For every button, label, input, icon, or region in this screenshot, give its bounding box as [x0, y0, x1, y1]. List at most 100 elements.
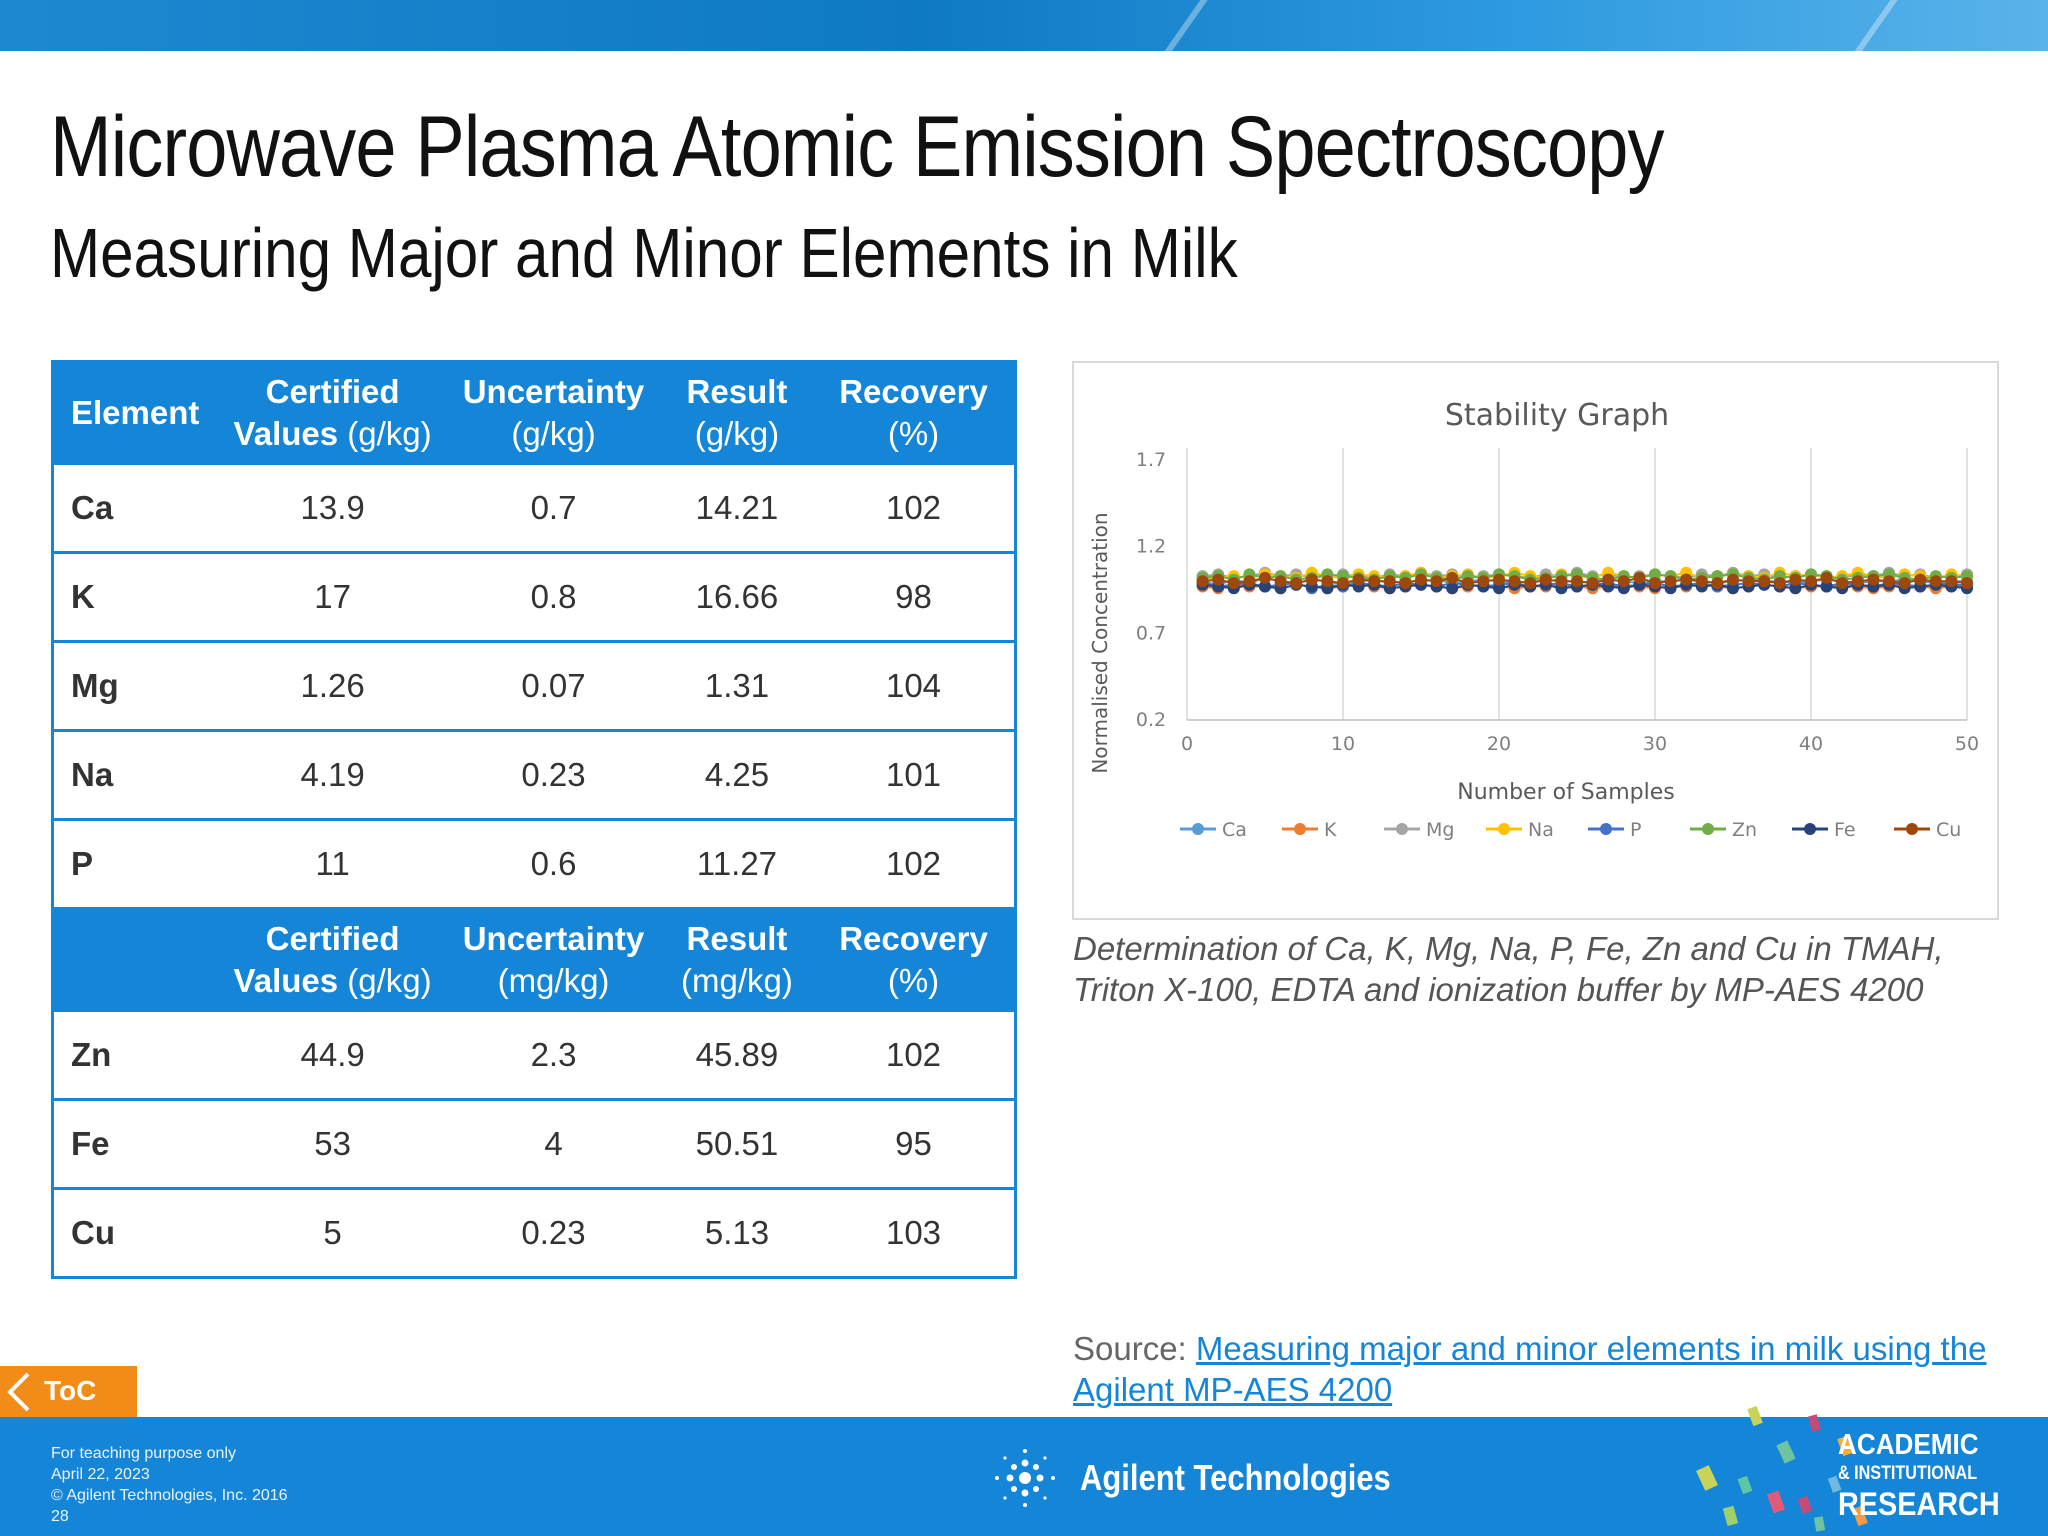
cell-certified: 5 — [219, 1187, 447, 1278]
cell-element: Zn — [52, 1009, 220, 1100]
results-table: Element Certified Values (g/kg) Uncertain… — [51, 360, 1017, 1279]
legend-label: P — [1630, 819, 1641, 841]
legend-label: Cu — [1936, 819, 1961, 841]
data-point — [1695, 575, 1708, 588]
data-point — [1820, 580, 1833, 593]
data-point — [1945, 575, 1958, 588]
legend-label: Mg — [1426, 819, 1454, 841]
toc-button[interactable]: ToC — [0, 1366, 137, 1417]
data-point — [1477, 575, 1490, 588]
legend-marker — [1600, 823, 1612, 835]
data-point — [1617, 575, 1630, 588]
air-line3: RESEARCH — [1838, 1486, 2000, 1522]
data-point — [1571, 575, 1583, 588]
cell-uncertainty: 0.7 — [446, 462, 661, 553]
data-point — [1305, 573, 1318, 586]
data-point — [1742, 575, 1755, 588]
cell-recovery: 102 — [813, 1009, 1016, 1100]
data-point — [1914, 573, 1927, 586]
data-point — [1898, 577, 1911, 590]
data-point — [1290, 577, 1303, 590]
x-tick-label: 50 — [1955, 733, 1979, 755]
cell-recovery: 102 — [813, 462, 1016, 553]
air-line2: & INSTITUTIONAL — [1838, 1463, 1978, 1484]
cell-recovery: 103 — [813, 1187, 1016, 1278]
data-point — [1820, 571, 1833, 584]
air-line1: ACADEMIC — [1838, 1429, 1979, 1461]
cell-result: 11.27 — [660, 818, 814, 909]
data-point — [1415, 573, 1427, 586]
chart-legend: Ca K Mg Na P Zn Fe Cu — [1180, 819, 1961, 841]
header-element: Element — [52, 360, 220, 464]
y-tick-label: 1.7 — [1136, 449, 1166, 471]
footer-purpose: For teaching purpose only — [51, 1445, 236, 1462]
cell-recovery: 101 — [813, 729, 1016, 820]
data-point — [1243, 575, 1256, 588]
data-point — [1649, 577, 1661, 590]
x-tick-label: 20 — [1487, 733, 1511, 755]
data-point — [1649, 568, 1661, 581]
data-point — [1867, 573, 1880, 586]
data-point — [1929, 575, 1942, 588]
legend-marker — [1906, 823, 1918, 835]
legend-marker — [1804, 823, 1816, 835]
cell-uncertainty: 0.07 — [446, 640, 661, 731]
data-point — [1789, 573, 1802, 586]
cell-certified: 11 — [219, 818, 447, 909]
cell-recovery: 102 — [813, 818, 1016, 909]
chart-xlabel: Number of Samples — [1457, 780, 1675, 805]
subheader-certified: Certified Values (g/kg) — [219, 907, 447, 1011]
cell-result: 1.31 — [660, 640, 814, 731]
cell-certified: 4.19 — [219, 729, 447, 820]
data-point — [1383, 575, 1396, 588]
slide-subtitle: Measuring Major and Minor Elements in Mi… — [50, 214, 1238, 292]
spark-icon — [995, 1449, 1055, 1507]
data-point — [1836, 577, 1849, 590]
cell-uncertainty: 0.23 — [446, 1187, 661, 1278]
table-row: Ca 13.9 0.7 14.21 102 — [52, 462, 1016, 553]
cell-element: Fe — [52, 1098, 220, 1189]
cell-result: 50.51 — [660, 1098, 814, 1189]
cell-result: 4.25 — [660, 729, 814, 820]
subheader-result: Result (mg/kg) — [660, 907, 814, 1011]
chart-ticks: 0 10 20 30 40 50 1.7 1.2 0.7 0.2 — [1136, 449, 1979, 755]
data-point — [1368, 575, 1381, 588]
chart-caption: Determination of Ca, K, Mg, Na, P, Fe, Z… — [1073, 930, 1944, 1008]
data-point — [1539, 573, 1552, 586]
cell-result: 45.89 — [660, 1009, 814, 1100]
stability-chart: Stability Graph Normalised Concentration… — [1072, 361, 1999, 920]
data-point — [1805, 575, 1817, 588]
legend-label: Na — [1528, 819, 1554, 841]
data-point — [1664, 575, 1677, 588]
source-label: Source: — [1073, 1330, 1196, 1367]
data-point — [1446, 571, 1459, 584]
chevron-left-icon — [7, 1372, 30, 1412]
header-recovery: Recovery (%) — [813, 360, 1016, 464]
x-tick-label: 10 — [1331, 733, 1355, 755]
cell-certified: 53 — [219, 1098, 447, 1189]
legend-label: Ca — [1222, 819, 1247, 841]
banner-streak — [1836, 0, 1910, 51]
header-certified: Certified Values (g/kg) — [219, 360, 447, 464]
y-tick-label: 0.2 — [1136, 709, 1166, 731]
legend-label: K — [1324, 819, 1337, 841]
header-result: Result (g/kg) — [660, 360, 814, 464]
table-header-row: Element Certified Values (g/kg) Uncertain… — [52, 360, 1016, 464]
cell-uncertainty: 4 — [446, 1098, 661, 1189]
cell-element: Mg — [52, 640, 220, 731]
data-point — [1555, 575, 1568, 588]
cell-uncertainty: 2.3 — [446, 1009, 661, 1100]
data-point — [1430, 575, 1443, 588]
source-link[interactable]: Measuring major and minor elements in mi… — [1073, 1330, 1987, 1408]
data-point — [1493, 582, 1505, 595]
slide-title: Microwave Plasma Atomic Emission Spectro… — [50, 99, 1664, 195]
chart-title: Stability Graph — [1445, 398, 1669, 433]
data-point — [1524, 577, 1537, 590]
data-point — [1773, 577, 1786, 590]
table-row: K 17 0.8 16.66 98 — [52, 551, 1016, 642]
data-point — [1352, 573, 1365, 586]
cell-certified: 1.26 — [219, 640, 447, 731]
air-logo: ACADEMIC & INSTITUTIONAL RESEARCH — [1838, 1429, 2018, 1522]
data-point — [1337, 577, 1349, 590]
data-point — [1227, 577, 1240, 590]
